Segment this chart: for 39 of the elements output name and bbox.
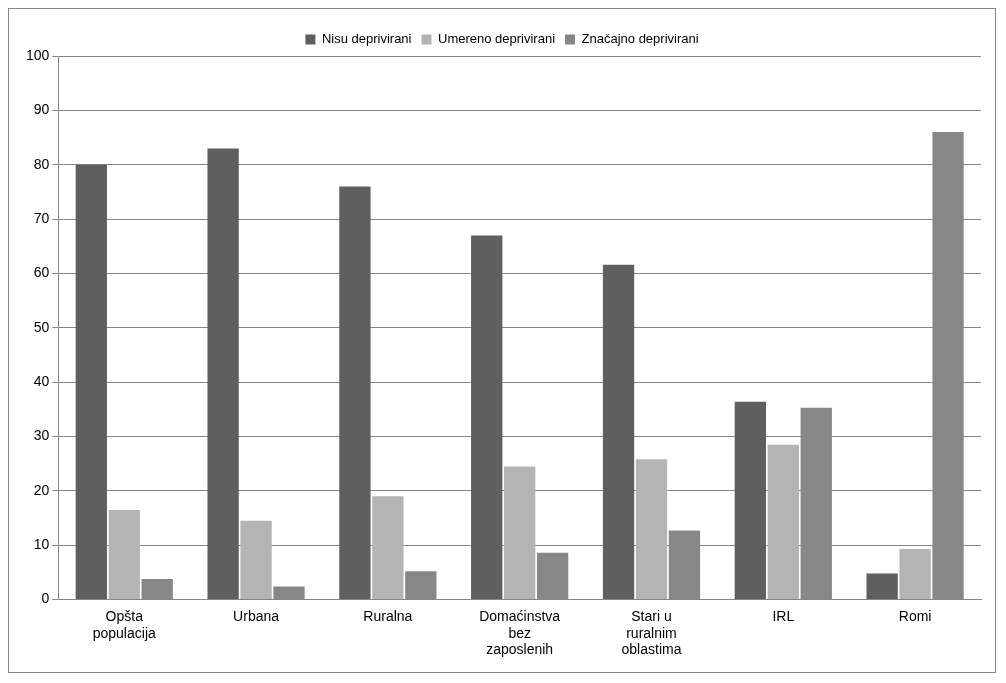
bar (635, 459, 668, 600)
y-tick-label: 30 (33, 427, 50, 444)
bar (767, 444, 799, 600)
x-tick-label: Ruralna (363, 607, 413, 624)
x-tick-label: Urbana (233, 607, 280, 624)
y-tick-label: 40 (33, 373, 50, 390)
x-tick-label: Opšta populacija (92, 607, 156, 641)
y-tick-label: 70 (33, 209, 50, 226)
bar (273, 586, 305, 600)
y-tick-label: 20 (33, 481, 50, 498)
bar (75, 164, 107, 600)
legend-label: Umereno deprivirani (437, 31, 556, 47)
bar (141, 578, 173, 600)
bar (866, 573, 898, 600)
bar (108, 509, 140, 600)
bar (372, 496, 404, 600)
y-tick-label: 100 (26, 46, 50, 63)
bar (602, 264, 635, 600)
bar (899, 549, 931, 600)
bar (504, 466, 536, 600)
x-tick-label: Domaćinstva bez zaposlenih (479, 607, 561, 658)
y-tick-label: 90 (33, 101, 50, 118)
y-tick-label: 0 (41, 590, 50, 607)
bar (339, 186, 371, 600)
y-tick-label: 50 (33, 318, 50, 335)
bar (471, 235, 503, 600)
legend-label: Značajno deprivirani (581, 31, 699, 47)
bar (240, 520, 272, 600)
bar (536, 552, 569, 600)
bar (405, 571, 437, 600)
x-tick-label: IRL (772, 607, 795, 624)
y-tick-label: 80 (33, 155, 50, 172)
x-tick-label: Stari u ruralnim oblastima (621, 607, 682, 658)
bar (207, 148, 239, 600)
y-tick-label: 10 (33, 536, 50, 553)
bar (734, 401, 766, 600)
y-tick-label: 60 (33, 264, 50, 281)
legend-label: Nisu deprivirani (321, 31, 412, 47)
x-tick-label: Romi (898, 607, 932, 624)
